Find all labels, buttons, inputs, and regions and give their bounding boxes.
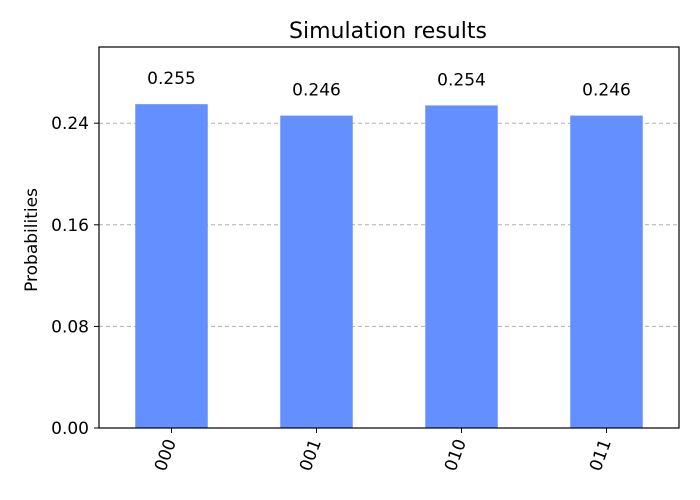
data-label-001: 0.246 xyxy=(292,81,341,101)
bar-001 xyxy=(280,115,353,428)
x-tick-label-000: 000 xyxy=(151,437,181,474)
chart-title: Simulation results xyxy=(289,19,487,44)
y-tick-label: 0.00 xyxy=(51,419,89,439)
data-label-010: 0.254 xyxy=(437,70,486,90)
y-ticks: 0.00 0.08 0.16 0.24 xyxy=(51,114,99,439)
y-tick-label: 0.24 xyxy=(51,114,89,134)
data-label-011: 0.246 xyxy=(582,81,631,101)
data-label-000: 0.255 xyxy=(147,69,196,89)
y-tick-label: 0.08 xyxy=(51,317,89,337)
data-labels: 0.255 0.246 0.254 0.246 xyxy=(147,69,631,100)
plot-frame xyxy=(98,46,680,429)
x-ticks: 000 001 010 011 xyxy=(151,428,616,474)
bar-010 xyxy=(425,105,498,429)
bars xyxy=(135,104,643,429)
y-tick-label: 0.16 xyxy=(51,216,89,236)
bar-000 xyxy=(135,104,208,429)
x-tick-label-001: 001 xyxy=(296,437,326,474)
y-axis-label: Probabilities xyxy=(22,188,42,292)
bar-011 xyxy=(570,115,643,428)
x-tick-label-010: 010 xyxy=(441,437,471,474)
x-tick-label-011: 011 xyxy=(586,437,616,474)
